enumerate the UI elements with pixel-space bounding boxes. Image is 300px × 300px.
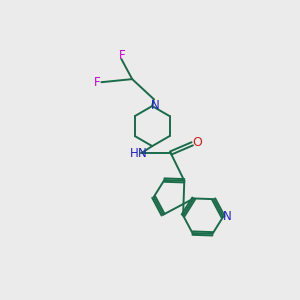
- Text: N: N: [223, 210, 231, 223]
- Text: N: N: [151, 99, 160, 112]
- Text: H: H: [130, 146, 139, 160]
- Text: O: O: [192, 136, 202, 149]
- Text: F: F: [94, 76, 101, 89]
- Text: N: N: [138, 146, 147, 160]
- Text: F: F: [119, 49, 125, 62]
